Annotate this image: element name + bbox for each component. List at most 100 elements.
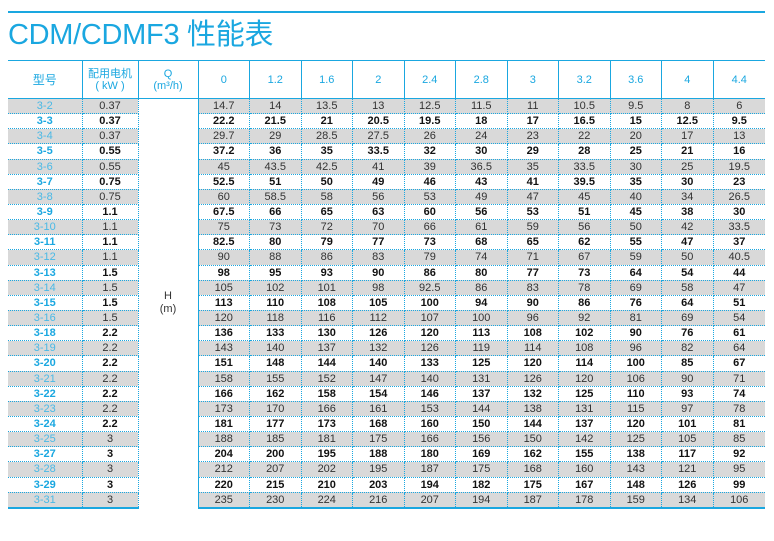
power-cell: 0.55 — [82, 159, 139, 175]
model-cell: 3-4 — [8, 128, 83, 145]
head-value-cell: 224 — [301, 492, 353, 509]
model-cell: 3-24 — [8, 416, 83, 433]
head-value-cell: 166 — [404, 431, 456, 448]
head-value-cell: 168 — [352, 416, 405, 433]
head-value-cell: 117 — [661, 446, 714, 463]
table-row: 3-3 0.37 22.2 21.5 21 20.5 19.5 18 17 16.5 15 12.5 9… — [8, 113, 765, 130]
head-value-cell: 86 — [301, 249, 353, 266]
table-row: 3-15 1.5 113 110 108 105 100 94 90 86 76 64 51 — [8, 295, 765, 311]
table-row: 3-5 0.55 37.2 36 35 33.5 32 30 29 28 25 21 16 — [8, 143, 765, 160]
head-value-cell: 134 — [661, 492, 714, 509]
head-value-cell: 143 — [198, 340, 250, 357]
header-flow-label: Q — [163, 67, 173, 80]
model-cell: 3-25 — [8, 431, 83, 448]
head-value-cell: 13.5 — [301, 98, 353, 115]
model-cell: 3-5 — [8, 143, 83, 160]
table-row: 3-12 1.1 90 88 86 83 79 74 71 67 59 50 40.5 — [8, 249, 765, 266]
table-row: 3-21 2.2 158 155 152 147 140 131 126 120 106 90 71 — [8, 371, 765, 387]
head-value-cell: 98 — [198, 265, 250, 281]
head-value-cell: 33.5 — [352, 143, 405, 160]
head-value-cell: 30 — [610, 159, 662, 175]
model-cell: 3-7 — [8, 174, 83, 190]
head-value-cell: 100 — [404, 295, 456, 311]
header-flow-unit: (m³/h) — [153, 79, 183, 92]
head-value-cell: 98 — [352, 280, 405, 296]
header-flow-value: 0 — [198, 60, 250, 99]
model-cell: 3-10 — [8, 219, 83, 236]
head-value-cell: 131 — [558, 401, 611, 417]
head-value-cell: 16 — [713, 143, 765, 160]
head-value-cell: 13 — [713, 128, 765, 145]
head-value-cell: 112 — [352, 310, 405, 327]
head-value-cell: 181 — [301, 431, 353, 448]
head-value-cell: 166 — [198, 386, 250, 402]
head-value-cell: 37.2 — [198, 143, 250, 160]
head-value-cell: 28 — [558, 143, 611, 160]
head-value-cell: 30 — [455, 143, 508, 160]
head-value-cell: 142 — [558, 431, 611, 448]
table-row: 3-28 3 212 207 202 195 187 175 168 160 143 121 95 — [8, 461, 765, 478]
head-value-cell: 194 — [455, 492, 508, 509]
head-value-cell: 70 — [352, 219, 405, 236]
head-value-cell: 204 — [198, 446, 250, 463]
head-value-cell: 19.5 — [713, 159, 765, 175]
head-value-cell: 69 — [661, 310, 714, 327]
head-value-cell: 75 — [198, 219, 250, 236]
power-cell: 1.1 — [82, 204, 139, 221]
head-value-cell: 110 — [249, 295, 302, 311]
head-value-cell: 93 — [661, 386, 714, 402]
head-value-cell: 126 — [352, 325, 405, 342]
power-cell: 3 — [82, 431, 139, 448]
head-value-cell: 156 — [455, 431, 508, 448]
head-value-cell: 175 — [455, 461, 508, 478]
head-value-cell: 67 — [713, 355, 765, 372]
head-value-cell: 33.5 — [558, 159, 611, 175]
head-value-cell: 26.5 — [713, 189, 765, 205]
head-value-cell: 102 — [558, 325, 611, 342]
head-value-cell: 155 — [249, 371, 302, 387]
head-value-cell: 22.2 — [198, 113, 250, 130]
model-cell: 3-15 — [8, 295, 83, 311]
head-value-cell: 58 — [661, 280, 714, 296]
head-value-cell: 40.5 — [713, 249, 765, 266]
head-value-cell: 51 — [713, 295, 765, 311]
header-flow-value: 2.8 — [455, 60, 508, 99]
head-value-cell: 188 — [352, 446, 405, 463]
header-flow-value: 1.2 — [249, 60, 302, 99]
head-value-cell: 90 — [507, 295, 559, 311]
head-value-cell: 94 — [455, 295, 508, 311]
head-value-cell: 35 — [507, 159, 559, 175]
head-value-cell: 43.5 — [249, 159, 302, 175]
table-row: 3-2 0.37 H (m) 14.7 14 13.5 13 12.5 11.5 11 10.5 9.5… — [8, 98, 765, 508]
head-value-cell: 39.5 — [558, 174, 611, 190]
head-value-cell: 12.5 — [404, 98, 456, 115]
head-value-cell: 14 — [249, 98, 302, 115]
head-value-cell: 106 — [713, 492, 765, 509]
head-value-cell: 44 — [713, 265, 765, 281]
head-value-cell: 93 — [301, 265, 353, 281]
head-value-cell: 50 — [661, 249, 714, 266]
power-cell: 3 — [82, 446, 139, 463]
header-flow-value: 4 — [661, 60, 714, 99]
head-value-cell: 143 — [610, 461, 662, 478]
power-cell: 0.55 — [82, 143, 139, 160]
head-value-cell: 138 — [610, 446, 662, 463]
head-value-cell: 50 — [301, 174, 353, 190]
head-value-cell: 78 — [558, 280, 611, 296]
head-value-cell: 62 — [558, 234, 611, 251]
head-value-cell: 125 — [558, 386, 611, 402]
head-value-cell: 56 — [352, 189, 405, 205]
model-cell: 3-13 — [8, 265, 83, 281]
header-power-label: 配用电机 — [88, 67, 132, 80]
head-value-cell: 114 — [507, 340, 559, 357]
head-value-cell: 154 — [352, 386, 405, 402]
head-value-cell: 33.5 — [713, 219, 765, 236]
power-cell: 2.2 — [82, 416, 139, 433]
header-flow: Q (m³/h) — [138, 60, 199, 99]
model-cell: 3-27 — [8, 446, 83, 463]
head-value-cell: 133 — [404, 355, 456, 372]
head-value-cell: 175 — [352, 431, 405, 448]
header-flow-value: 3.2 — [558, 60, 611, 99]
head-value-cell: 54 — [713, 310, 765, 327]
head-value-cell: 180 — [404, 446, 456, 463]
